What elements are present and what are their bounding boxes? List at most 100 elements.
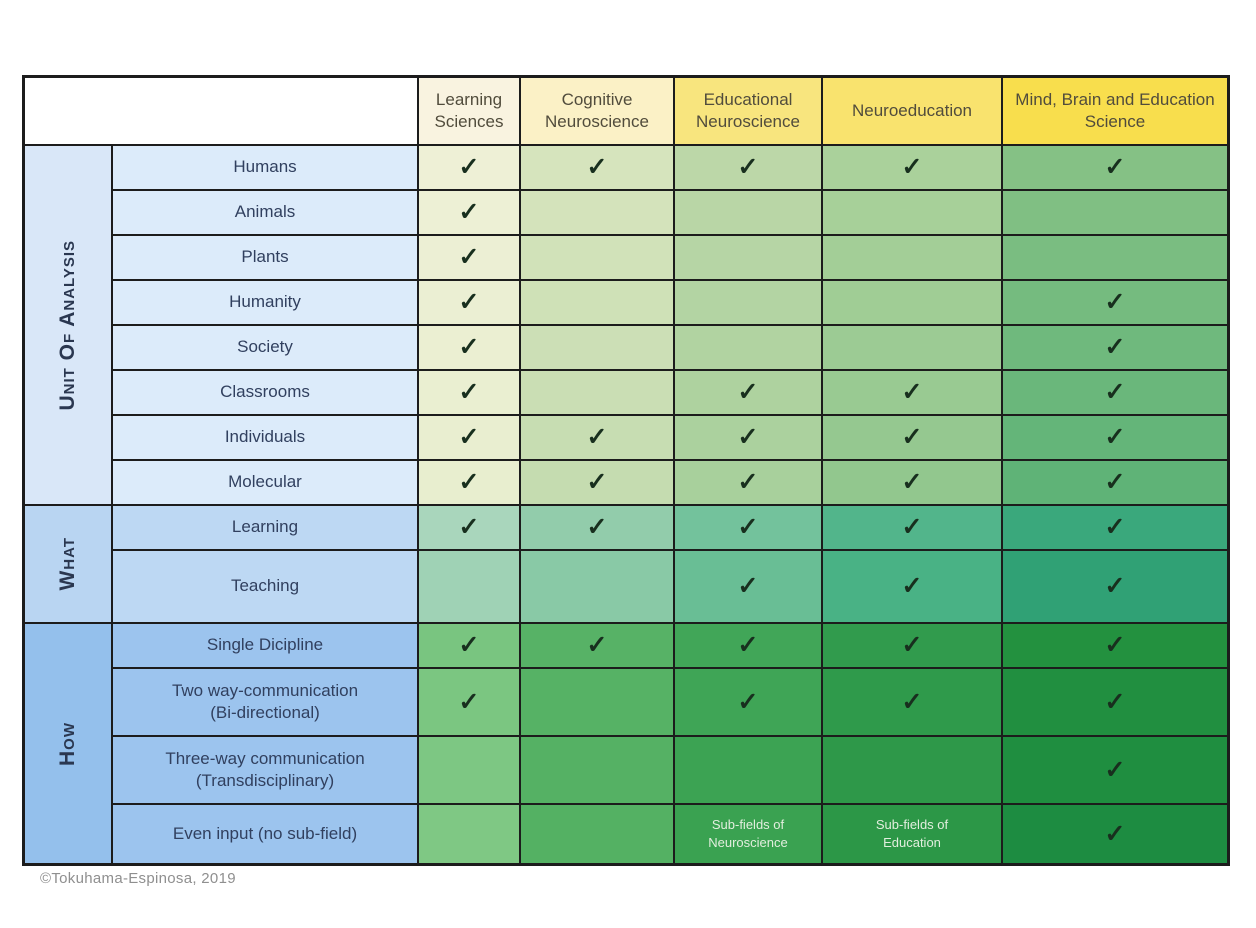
row-label: Plants [113, 236, 417, 279]
data-cell: ✓ [521, 146, 673, 189]
row-label: Individuals [113, 416, 417, 459]
group-label-cell: Unit Of Analysis [25, 146, 111, 504]
checkmark-icon: ✓ [737, 153, 759, 181]
checkmark-icon: ✓ [1104, 572, 1126, 600]
data-cell: ✓ [823, 371, 1001, 414]
data-cell: ✓ [1003, 506, 1227, 549]
data-cell [419, 551, 519, 622]
checkmark-icon: ✓ [458, 288, 480, 316]
data-cell: ✓ [675, 416, 821, 459]
data-cell: ✓ [521, 461, 673, 504]
data-cell: ✓ [1003, 146, 1227, 189]
checkmark-icon: ✓ [458, 423, 480, 451]
data-cell: ✓ [823, 416, 1001, 459]
checkmark-icon: ✓ [1104, 288, 1126, 316]
data-cell [521, 236, 673, 279]
data-cell: ✓ [419, 624, 519, 667]
column-header: Educational Neuroscience [675, 78, 821, 144]
subfield-note: Sub-fields of Neuroscience [708, 817, 788, 850]
data-cell: Sub-fields of Neuroscience [675, 805, 821, 863]
comparison-table: Learning Sciences Cognitive Neuroscience E… [22, 75, 1230, 866]
checkmark-icon: ✓ [1104, 423, 1126, 451]
checkmark-icon: ✓ [458, 513, 480, 541]
copyright-text: ©Tokuhama-Espinosa, 2019 [40, 870, 236, 887]
checkmark-icon: ✓ [737, 631, 759, 659]
row-label: Molecular [113, 461, 417, 504]
checkmark-icon: ✓ [901, 513, 923, 541]
data-cell: ✓ [1003, 805, 1227, 863]
data-cell [521, 281, 673, 324]
data-cell [419, 737, 519, 803]
row-label: Humanity [113, 281, 417, 324]
checkmark-icon: ✓ [1104, 333, 1126, 361]
data-cell: ✓ [521, 506, 673, 549]
data-cell [823, 236, 1001, 279]
checkmark-icon: ✓ [901, 631, 923, 659]
checkmark-icon: ✓ [1104, 513, 1126, 541]
checkmark-icon: ✓ [586, 513, 608, 541]
data-cell [521, 551, 673, 622]
group-label: How [56, 721, 79, 766]
column-header: Mind, Brain and Education Science [1003, 78, 1227, 144]
data-cell: ✓ [823, 669, 1001, 735]
checkmark-icon: ✓ [1104, 631, 1126, 659]
row-label: Three-way communication (Transdisciplina… [113, 737, 417, 803]
data-cell: Sub-fields of Education [823, 805, 1001, 863]
row-label: Learning [113, 506, 417, 549]
checkmark-icon: ✓ [901, 423, 923, 451]
data-cell: ✓ [521, 416, 673, 459]
checkmark-icon: ✓ [901, 153, 923, 181]
checkmark-icon: ✓ [737, 468, 759, 496]
row-label: Two way-communication (Bi-directional) [113, 669, 417, 735]
data-cell: ✓ [823, 506, 1001, 549]
data-cell: ✓ [521, 624, 673, 667]
checkmark-icon: ✓ [901, 687, 923, 716]
checkmark-icon: ✓ [458, 687, 480, 716]
data-cell: ✓ [823, 624, 1001, 667]
data-cell: ✓ [1003, 669, 1227, 735]
checkmark-icon: ✓ [1104, 468, 1126, 496]
data-cell [823, 191, 1001, 234]
data-cell [675, 326, 821, 369]
row-label: Even input (no sub-field) [113, 805, 417, 863]
data-cell: ✓ [823, 461, 1001, 504]
data-cell: ✓ [1003, 737, 1227, 803]
checkmark-icon: ✓ [1104, 755, 1126, 784]
checkmark-icon: ✓ [458, 243, 480, 271]
data-cell: ✓ [675, 669, 821, 735]
checkmark-icon: ✓ [458, 468, 480, 496]
data-cell: ✓ [419, 191, 519, 234]
checkmark-icon: ✓ [901, 378, 923, 406]
checkmark-icon: ✓ [737, 513, 759, 541]
checkmark-icon: ✓ [458, 153, 480, 181]
column-header: Learning Sciences [419, 78, 519, 144]
data-cell: ✓ [1003, 281, 1227, 324]
group-label: Unit Of Analysis [56, 239, 79, 411]
data-cell: ✓ [823, 146, 1001, 189]
checkmark-icon: ✓ [737, 572, 759, 600]
checkmark-icon: ✓ [737, 687, 759, 716]
checkmark-icon: ✓ [737, 423, 759, 451]
row-label: Teaching [113, 551, 417, 622]
data-cell: ✓ [419, 461, 519, 504]
row-label: Humans [113, 146, 417, 189]
checkmark-icon: ✓ [586, 423, 608, 451]
data-cell [675, 281, 821, 324]
data-cell [675, 737, 821, 803]
data-cell: ✓ [419, 326, 519, 369]
data-cell [521, 326, 673, 369]
data-cell: ✓ [419, 371, 519, 414]
data-cell: ✓ [1003, 624, 1227, 667]
data-cell: ✓ [419, 281, 519, 324]
data-cell: ✓ [675, 624, 821, 667]
group-label-cell: What [25, 506, 111, 622]
group-label: What [56, 537, 79, 591]
data-cell [823, 326, 1001, 369]
data-cell [419, 805, 519, 863]
data-cell: ✓ [675, 506, 821, 549]
checkmark-icon: ✓ [458, 378, 480, 406]
row-label: Single Dicipline [113, 624, 417, 667]
checkmark-icon: ✓ [458, 333, 480, 361]
checkmark-icon: ✓ [1104, 153, 1126, 181]
data-cell: ✓ [1003, 371, 1227, 414]
